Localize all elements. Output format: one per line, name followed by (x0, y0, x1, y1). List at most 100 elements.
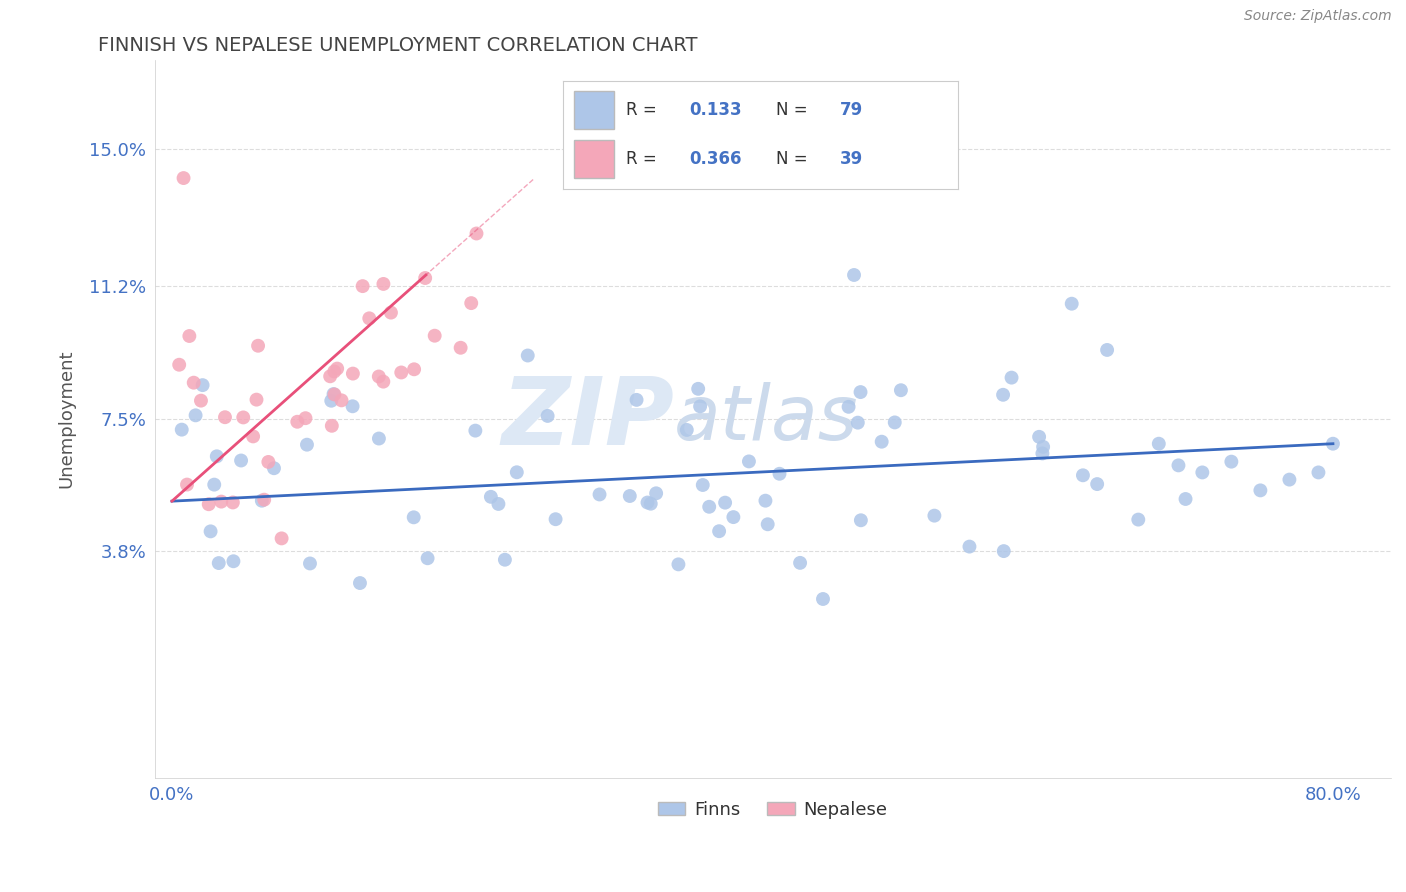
Point (811, 592, 834, 607)
Point (167, 358, 190, 372)
Point (184, 409, 207, 423)
Point (359, 311, 381, 326)
Point (330, 393, 353, 408)
Point (842, 268, 865, 282)
Point (322, 387, 344, 401)
Text: Source: ZipAtlas.com: Source: ZipAtlas.com (1244, 9, 1392, 23)
Point (373, 277, 395, 291)
Point (413, 271, 436, 285)
Point (1322, 436, 1344, 450)
Point (692, 478, 714, 492)
Point (321, 393, 343, 408)
Point (1249, 483, 1271, 498)
Point (173, 171, 195, 186)
Point (179, 329, 201, 343)
Point (756, 517, 779, 532)
Point (959, 540, 981, 554)
Point (1032, 440, 1054, 454)
Point (849, 385, 872, 400)
Y-axis label: Unemployment: Unemployment (58, 350, 75, 488)
Point (890, 383, 912, 397)
Point (202, 477, 225, 491)
Point (464, 424, 486, 438)
Point (506, 465, 529, 479)
Point (637, 495, 659, 509)
Point (342, 367, 364, 381)
Point (389, 366, 412, 380)
Point (668, 558, 690, 572)
Point (1071, 468, 1094, 483)
Point (1167, 458, 1189, 473)
Point (1000, 370, 1022, 384)
Text: FINNISH VS NEPALESE UNEMPLOYMENT CORRELATION CHART: FINNISH VS NEPALESE UNEMPLOYMENT CORRELA… (98, 36, 697, 54)
Point (270, 532, 292, 546)
Point (1308, 466, 1330, 480)
Point (342, 399, 364, 413)
Point (294, 411, 316, 425)
Point (544, 512, 567, 526)
Point (675, 423, 697, 437)
Point (367, 369, 389, 384)
Point (1220, 455, 1243, 469)
Point (253, 492, 276, 507)
Point (245, 392, 267, 407)
Point (714, 496, 737, 510)
Point (1174, 491, 1197, 506)
Point (214, 410, 236, 425)
Point (250, 493, 273, 508)
Point (404, 362, 426, 376)
Point (208, 556, 231, 570)
Point (723, 510, 745, 524)
Point (645, 486, 668, 500)
Text: ZIP: ZIP (501, 373, 673, 465)
Point (488, 497, 510, 511)
Point (870, 434, 893, 449)
Point (326, 361, 349, 376)
Point (352, 279, 374, 293)
Point (319, 369, 342, 384)
Point (450, 341, 472, 355)
Point (640, 497, 662, 511)
Point (707, 524, 730, 539)
Legend: Finns, Nepalese: Finns, Nepalese (651, 794, 894, 826)
Point (479, 490, 502, 504)
Point (367, 432, 389, 446)
Point (536, 409, 558, 423)
Point (849, 513, 872, 527)
Point (295, 438, 318, 452)
Point (1085, 477, 1108, 491)
Point (697, 500, 720, 514)
Point (738, 454, 761, 468)
Point (883, 416, 905, 430)
Point (1278, 473, 1301, 487)
Point (232, 410, 254, 425)
Point (1028, 430, 1050, 444)
Point (242, 429, 264, 443)
Point (380, 305, 402, 319)
Point (402, 510, 425, 524)
Point (1060, 296, 1083, 310)
Point (993, 544, 1015, 558)
Point (626, 392, 648, 407)
Point (205, 450, 228, 464)
Point (416, 551, 439, 566)
Point (754, 493, 776, 508)
Point (197, 497, 219, 511)
Point (257, 455, 280, 469)
Point (619, 489, 641, 503)
Point (321, 418, 343, 433)
Point (991, 388, 1014, 402)
Point (285, 415, 308, 429)
Point (1095, 343, 1118, 357)
Point (1128, 512, 1150, 526)
Point (1031, 446, 1053, 460)
Point (170, 423, 193, 437)
Point (1147, 436, 1170, 450)
Point (924, 508, 946, 523)
Point (229, 453, 252, 467)
Point (494, 552, 516, 566)
Point (209, 494, 232, 508)
Point (247, 339, 270, 353)
Point (263, 461, 285, 475)
Point (373, 375, 395, 389)
